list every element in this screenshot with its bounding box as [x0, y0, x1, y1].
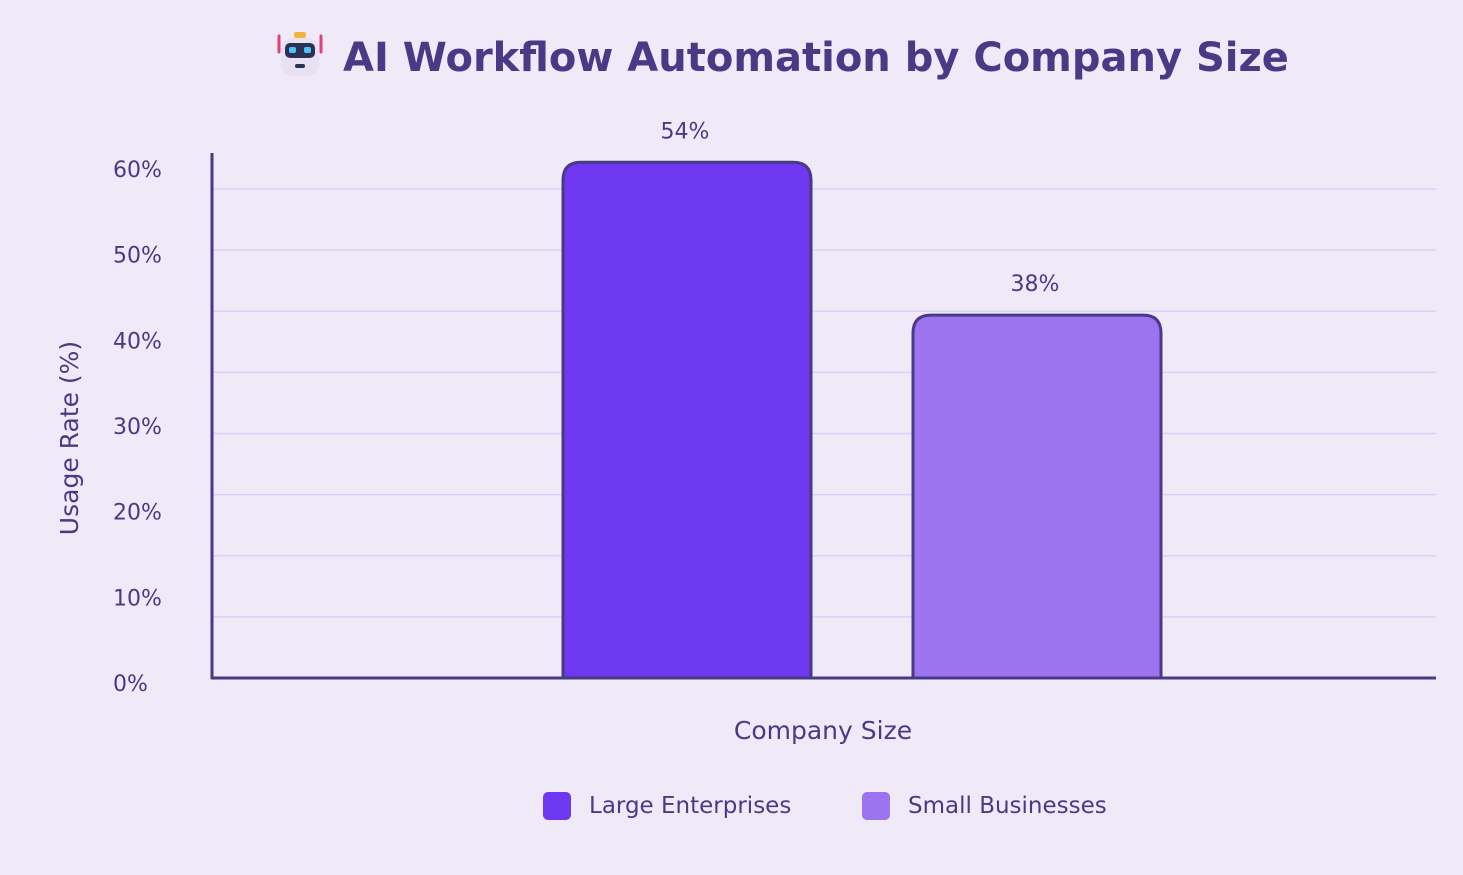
- y-axis-title: Usage Rate (%): [55, 341, 84, 535]
- legend-item-small-businesses: Small Businesses: [862, 786, 1107, 826]
- y-tick-label: 40%: [113, 329, 162, 354]
- chart-title-text: AI Workflow Automation by Company Size: [343, 35, 1289, 81]
- y-axis-ticks: 0% 10% 20% 30% 40% 50% 60%: [113, 158, 162, 697]
- data-label: 38%: [1011, 272, 1060, 297]
- grid-lines: [212, 188, 1436, 618]
- legend-swatch: [543, 792, 571, 820]
- legend-label: Large Enterprises: [589, 793, 792, 819]
- bars: [561, 160, 1163, 678]
- y-tick-label: 30%: [113, 415, 162, 440]
- chart-title: AI Workflow Automation by Company Size: [277, 32, 1289, 81]
- data-label: 54%: [661, 119, 710, 144]
- bar-small-businesses: [911, 313, 1163, 678]
- y-tick-label: 10%: [113, 586, 162, 611]
- data-labels: 54% 38%: [661, 119, 1060, 297]
- y-tick-label: 20%: [113, 501, 162, 526]
- legend-swatch: [862, 792, 890, 820]
- bar-large-enterprises: [561, 160, 813, 678]
- y-tick-label: 50%: [113, 244, 162, 269]
- y-tick-label: 60%: [113, 158, 162, 183]
- legend-item-large-enterprises: Large Enterprises: [543, 786, 791, 826]
- x-axis-title: Company Size: [734, 716, 912, 745]
- robot-icon: [277, 32, 323, 76]
- bar-chart: AI Workflow Automation by Company Size 0…: [55, 32, 1436, 745]
- legend: Large Enterprises Small Businesses: [0, 786, 1463, 826]
- axes: [210, 153, 1436, 680]
- legend-label: Small Businesses: [908, 793, 1107, 819]
- y-tick-label: 0%: [113, 672, 148, 697]
